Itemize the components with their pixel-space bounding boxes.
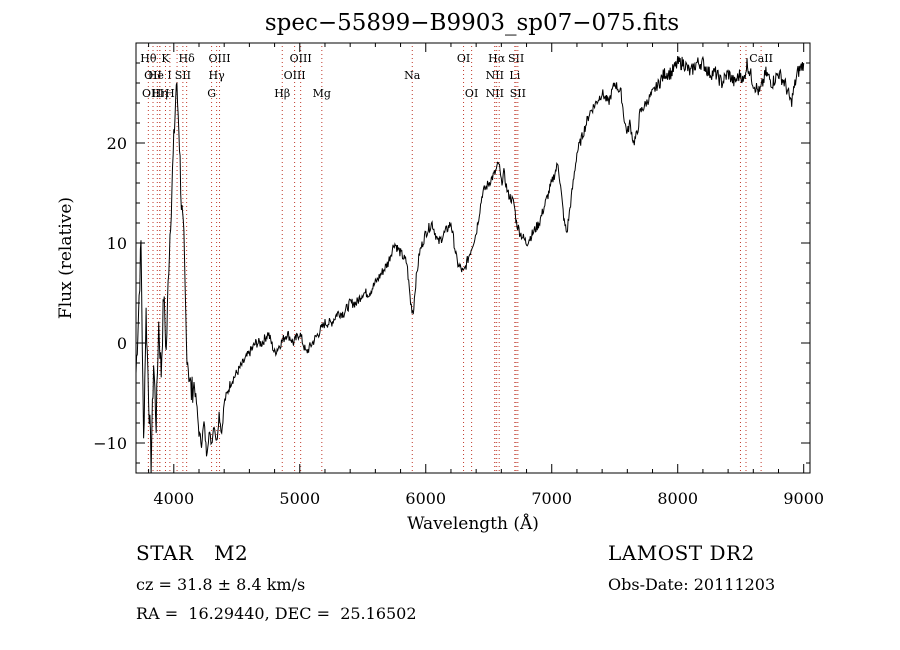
y-tick-label: 20 [107,134,127,153]
x-axis-label: Wavelength (Å) [407,513,539,534]
line-label: Hδ [179,52,196,65]
line-label: G [207,87,216,100]
line-label: Hη [152,87,168,100]
line-label: Li [509,69,520,82]
y-tick-label: −10 [93,434,127,453]
x-tick-label: 8000 [657,489,698,508]
line-label: K [161,52,170,65]
line-label: SII [175,69,191,82]
line-label: Hα [488,52,506,65]
x-tick-label: 4000 [153,489,194,508]
line-label: OI [465,87,478,100]
survey-name: LAMOST DR2 [608,541,755,565]
x-tick-label: 5000 [279,489,320,508]
line-label: NII [486,87,504,100]
line-label: OIII [290,52,312,65]
spectrum-line [136,55,805,473]
line-label: OIII [142,87,164,100]
observation-date: Obs-Date: 20111203 [608,575,776,594]
object-class: STAR M2 [136,541,249,565]
line-label: Hθ [140,52,157,65]
chart-title: spec−55899−B9903_sp07−075.fits [264,10,680,36]
y-tick-label: 10 [107,234,127,253]
redshift-cz: cz = 31.8 ± 8.4 km/s [136,575,306,594]
x-tick-label: 7000 [531,489,572,508]
line-label: H [165,87,175,100]
line-label: OIII [284,69,306,82]
line-label: OI [457,52,470,65]
line-label: Hγ [209,69,226,82]
line-label: SII [508,52,524,65]
coordinates: RA = 16.29440, DEC = 25.16502 [136,604,417,623]
x-tick-label: 9000 [783,489,824,508]
line-label: Na [404,69,421,82]
line-label: Mg [313,87,331,100]
plot-frame [135,42,811,474]
line-label: Hβ [274,87,290,100]
y-axis-label: Flux (relative) [56,197,76,319]
x-tick-label: 6000 [405,489,446,508]
y-tick-label: 0 [117,334,127,353]
line-label: CaII [749,52,773,65]
line-label: OIII [208,52,230,65]
line-label: SII [510,87,526,100]
